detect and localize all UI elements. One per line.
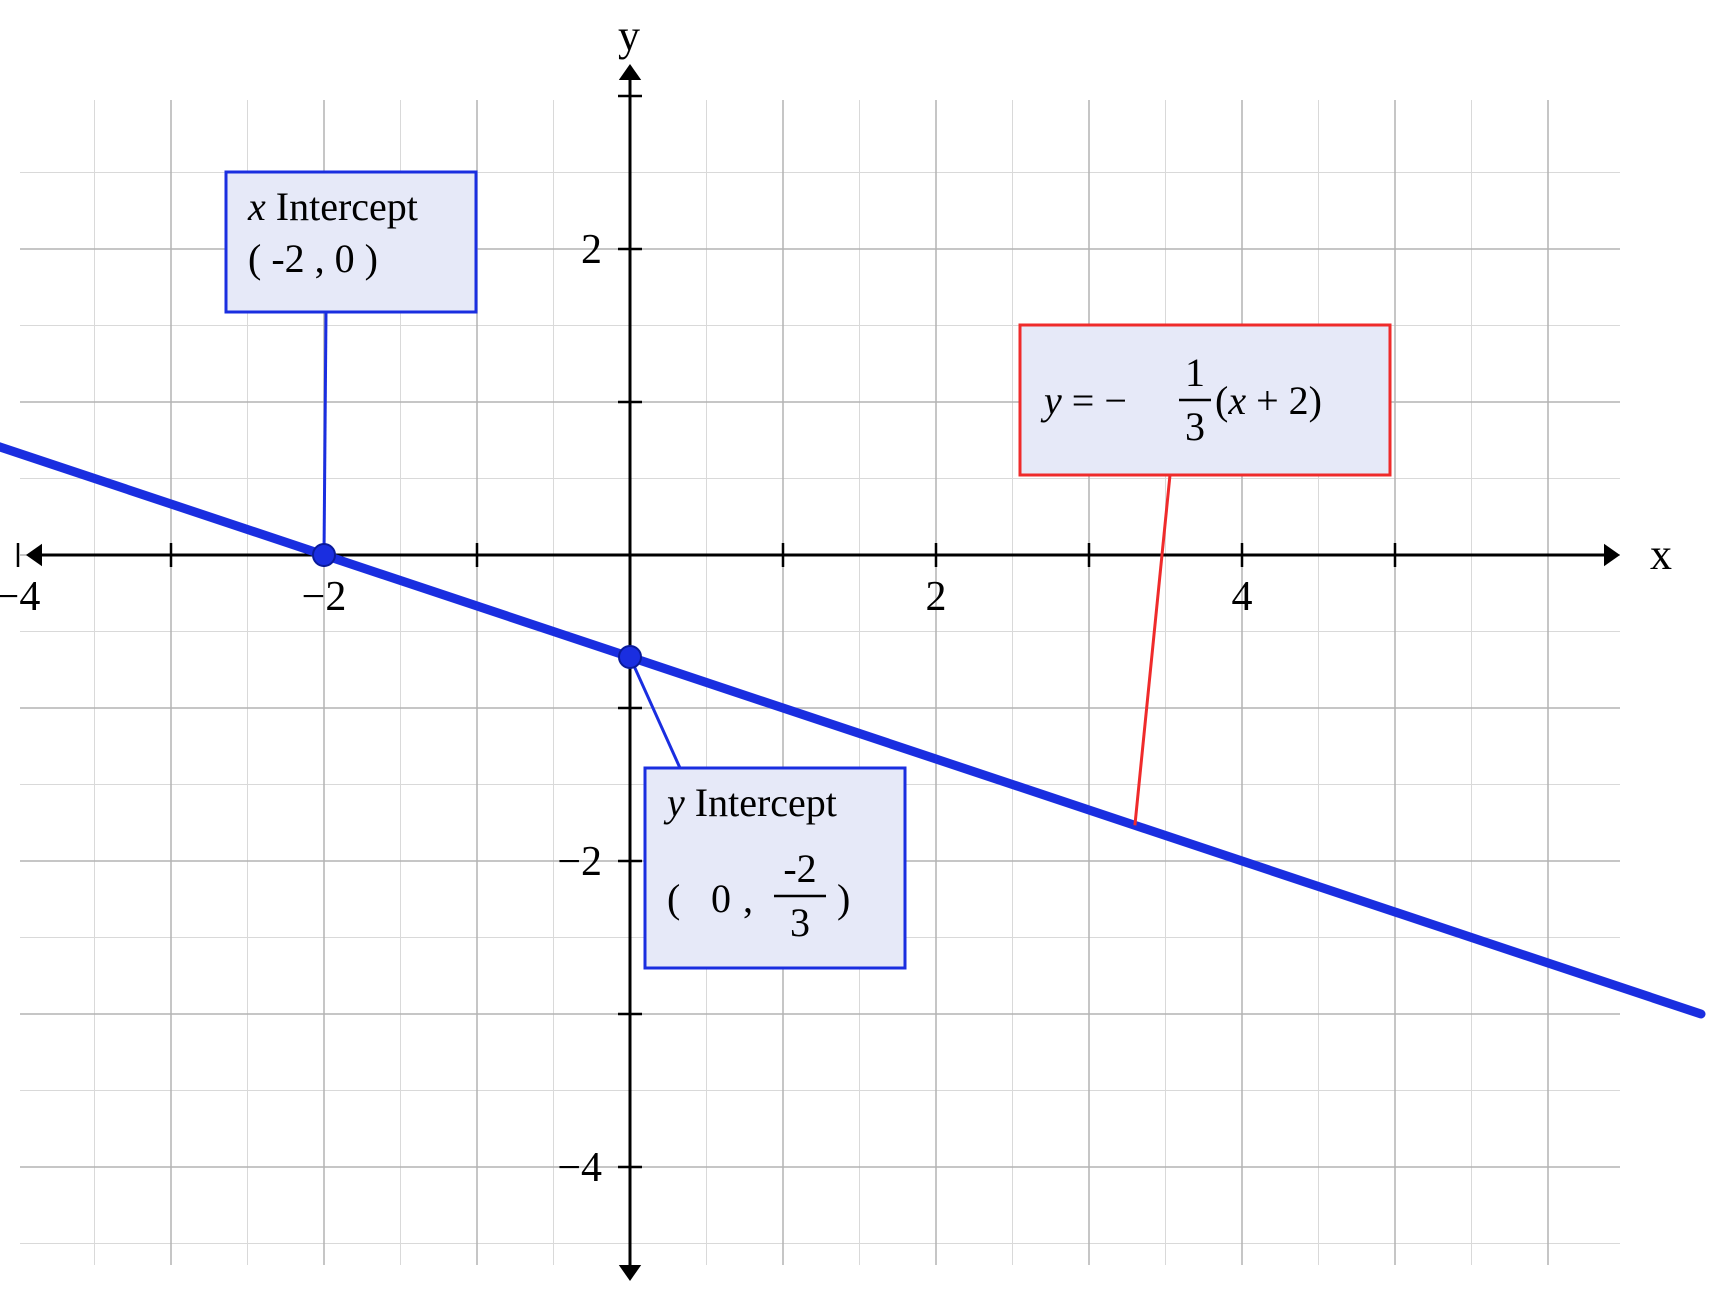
svg-text:): ) bbox=[837, 876, 850, 921]
y-tick-label: −4 bbox=[557, 1145, 602, 1191]
x-axis-label: x bbox=[1650, 530, 1672, 579]
x-tick-label: 2 bbox=[926, 574, 947, 620]
svg-text:y = −: y = − bbox=[1040, 378, 1127, 423]
y-intercept-marker bbox=[619, 646, 641, 668]
equation-leader bbox=[1135, 475, 1170, 825]
svg-text:,: , bbox=[743, 876, 753, 921]
x-tick-label: −4 bbox=[0, 574, 40, 620]
y-tick-label: −2 bbox=[557, 839, 602, 885]
svg-text:3: 3 bbox=[790, 900, 810, 945]
coordinate-chart: −4−224−4−224xyy = − 13(x + 2)x Intercept… bbox=[0, 0, 1715, 1300]
y-axis-label: y bbox=[618, 11, 640, 60]
svg-text:-2: -2 bbox=[783, 846, 816, 891]
x-intercept-coord: ( -2 , 0 ) bbox=[248, 236, 378, 281]
svg-text:y Intercept: y Intercept bbox=[663, 780, 837, 825]
x-tick-label: 4 bbox=[1232, 574, 1253, 620]
svg-text:(: ( bbox=[667, 876, 680, 921]
eq-frac-den: 3 bbox=[1185, 404, 1205, 449]
svg-text:x Intercept: x Intercept bbox=[247, 184, 418, 229]
x-intercept-marker bbox=[313, 544, 335, 566]
x-tick-label: −2 bbox=[302, 574, 347, 620]
chart-container: { "chart": { "type": "line", "width_px":… bbox=[0, 0, 1715, 1300]
eq-frac-num: 1 bbox=[1185, 350, 1205, 395]
y-tick-label: 2 bbox=[581, 227, 602, 273]
svg-text:(x + 2): (x + 2) bbox=[1215, 378, 1322, 423]
svg-text:0: 0 bbox=[711, 876, 731, 921]
x-intercept-leader bbox=[324, 312, 326, 555]
